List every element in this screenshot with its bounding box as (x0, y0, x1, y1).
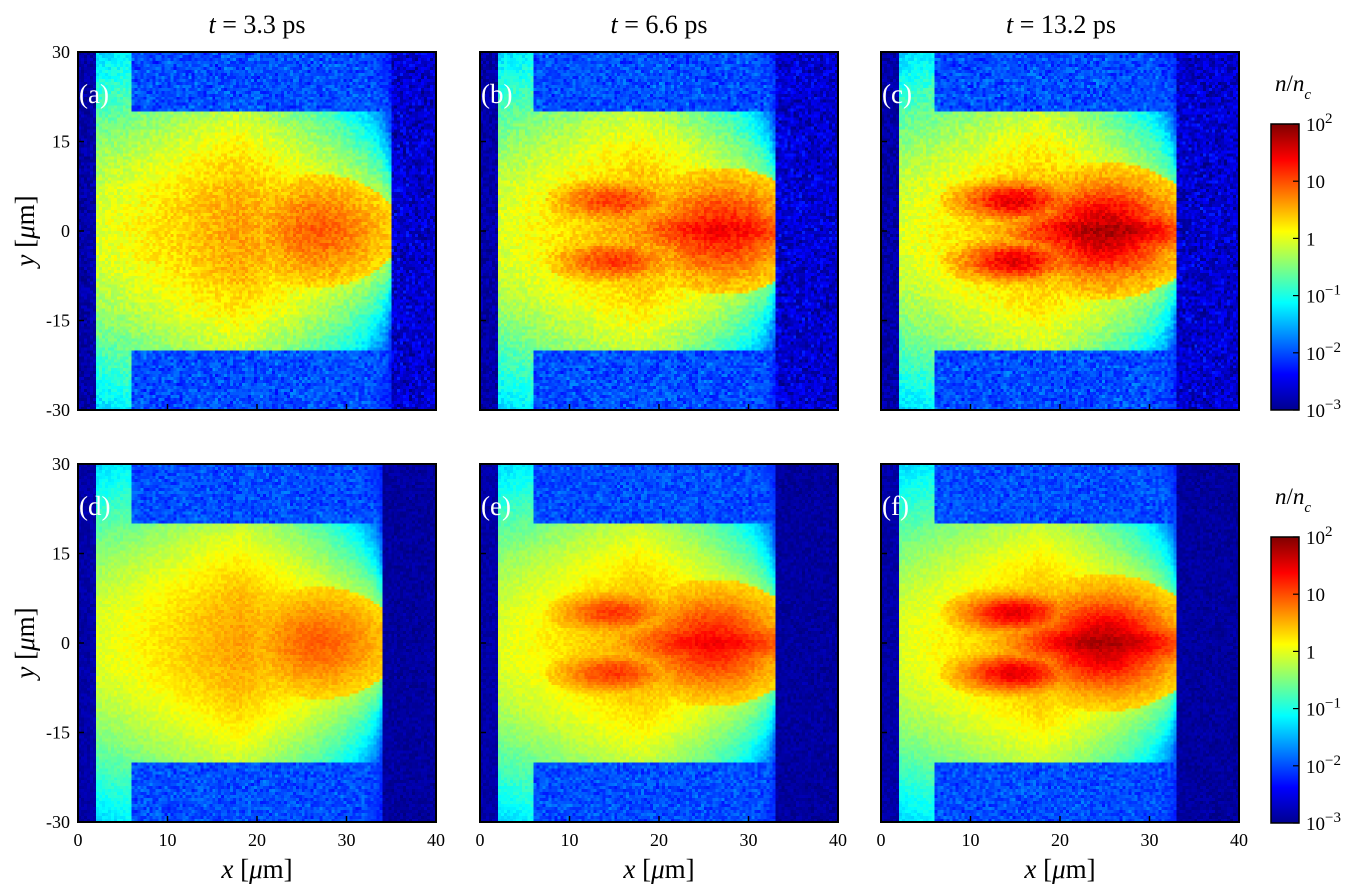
panel-label: (c) (882, 79, 912, 109)
heatmap-image (480, 464, 838, 822)
heatmap-image (881, 52, 1239, 410)
colorbar-label: n/nc (1275, 484, 1311, 516)
colorbar-tick-label: 102 (1306, 524, 1333, 549)
panel-label: (f) (882, 491, 909, 521)
y-tick-label: 0 (61, 221, 70, 241)
colorbar-tick-label: 10−3 (1306, 397, 1341, 422)
x-tick-label: 40 (427, 830, 445, 850)
colorbar-tick-label: 10−3 (1306, 810, 1341, 835)
heatmap-panel-f: (f) 0 10 20 30 40 x [μm] (877, 464, 1249, 884)
panel-label: (b) (481, 79, 512, 109)
y-tick-label: -15 (46, 723, 70, 743)
x-tick-label: 40 (829, 830, 847, 850)
x-tick-label: 10 (159, 830, 177, 850)
x-tick-label: 20 (650, 830, 668, 850)
colorbar-tick-label: 10−2 (1306, 753, 1341, 778)
colorbar-tick-label: 10−1 (1306, 696, 1341, 721)
colorbar-gradient (1271, 537, 1299, 823)
y-tick-label: 30 (52, 42, 70, 62)
colorbar-bottom: n/nc 102 10 1 10−1 10−2 10−3 (1271, 484, 1341, 835)
heatmap-image (78, 464, 436, 822)
y-tick-label: -30 (46, 400, 70, 420)
colorbar-tick-label: 10 (1306, 585, 1325, 606)
x-tick-label: 0 (476, 830, 485, 850)
colorbar-label: n/nc (1275, 71, 1311, 103)
x-tick-label: 20 (248, 830, 266, 850)
column-title-3: t = 13.2 ps (1006, 10, 1116, 39)
x-tick-label: 30 (740, 830, 758, 850)
y-axis-label: y [μm] (10, 607, 40, 681)
panel-label: (a) (79, 79, 109, 109)
y-axis-label: y [μm] (10, 195, 40, 269)
y-tick-label: 15 (52, 132, 70, 152)
heatmap-image (480, 52, 838, 410)
column-title-2: t = 6.6 ps (610, 10, 707, 39)
colorbar-tick-label: 10−2 (1306, 340, 1341, 365)
x-axis-label: x [μm] (1023, 854, 1095, 884)
x-tick-label: 40 (1230, 830, 1248, 850)
x-tick-label: 20 (1051, 830, 1069, 850)
heatmap-panel-d: (d)30150-15-300 10 20 30 40y [μm]x [μm] (10, 454, 445, 884)
heatmap-image (78, 52, 436, 410)
x-tick-label: 30 (338, 830, 356, 850)
heatmap-panel-a: (a) 30 15 0 -15 -30 y [μm] (10, 42, 436, 420)
colorbar-tick-label: 1 (1306, 642, 1316, 663)
colorbar-top: n/nc 102 10 1 10−1 10−2 10−3 (1271, 71, 1341, 422)
x-tick-label: 0 (877, 830, 886, 850)
colorbar-gradient (1271, 124, 1299, 410)
colorbar-tick-label: 1 (1306, 229, 1316, 250)
heatmap-image (881, 464, 1239, 822)
x-axis-label: x [μm] (622, 854, 694, 884)
x-tick-label: 0 (74, 830, 83, 850)
y-tick-label: 30 (52, 454, 70, 474)
column-title-1: t = 3.3 ps (208, 10, 305, 39)
colorbar-tick-label: 10−1 (1306, 283, 1341, 308)
heatmap-panel-b: (b) (480, 52, 838, 410)
y-tick-label: -15 (46, 311, 70, 331)
panel-label: (d) (79, 491, 110, 521)
colorbar-tick-label: 10 (1306, 172, 1325, 193)
heatmap-panel-e: (e) 0 10 20 30 40 x [μm] (476, 464, 848, 884)
x-tick-label: 30 (1141, 830, 1159, 850)
y-tick-label: -30 (46, 812, 70, 832)
x-axis-label: x [μm] (220, 854, 292, 884)
x-tick-label: 10 (561, 830, 579, 850)
x-tick-label: 10 (962, 830, 980, 850)
colorbar-tick-label: 102 (1306, 111, 1333, 136)
y-tick-label: 15 (52, 544, 70, 564)
panel-label: (e) (481, 491, 511, 521)
y-tick-label: 0 (61, 633, 70, 653)
heatmap-panel-c: (c) (881, 52, 1239, 410)
